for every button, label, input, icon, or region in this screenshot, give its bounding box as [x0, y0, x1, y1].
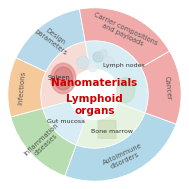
Text: Gut mucosa: Gut mucosa: [47, 119, 85, 124]
Ellipse shape: [51, 63, 76, 94]
Wedge shape: [79, 8, 170, 68]
FancyBboxPatch shape: [98, 120, 116, 138]
Wedge shape: [85, 41, 148, 113]
Circle shape: [78, 57, 88, 67]
Text: Cancer: Cancer: [163, 76, 172, 101]
Wedge shape: [141, 51, 181, 124]
Text: Bone marrow: Bone marrow: [91, 129, 133, 134]
Circle shape: [89, 64, 96, 71]
Circle shape: [104, 58, 113, 67]
Circle shape: [103, 57, 114, 68]
Ellipse shape: [54, 67, 73, 90]
Ellipse shape: [117, 77, 135, 103]
Text: Inflammation
diseases: Inflammation diseases: [23, 122, 65, 162]
Wedge shape: [8, 58, 46, 117]
Text: Spleen: Spleen: [47, 75, 70, 81]
Text: Carrier compositions
and payloads: Carrier compositions and payloads: [90, 11, 158, 52]
Text: Infections: Infections: [17, 71, 26, 105]
Wedge shape: [11, 108, 76, 176]
Text: Lymph nodes: Lymph nodes: [103, 63, 144, 68]
Circle shape: [93, 52, 103, 62]
Circle shape: [89, 64, 97, 72]
Text: Lymphoid
organs: Lymphoid organs: [66, 94, 123, 116]
Text: Autoimmune
disorders: Autoimmune disorders: [102, 142, 146, 172]
Wedge shape: [43, 101, 86, 145]
Wedge shape: [65, 113, 176, 181]
Circle shape: [70, 70, 119, 119]
Circle shape: [77, 57, 89, 68]
Circle shape: [94, 53, 102, 61]
Wedge shape: [41, 42, 90, 108]
Wedge shape: [16, 9, 85, 72]
Circle shape: [100, 50, 106, 57]
Text: Design
parameters: Design parameters: [33, 22, 72, 56]
Circle shape: [100, 50, 107, 57]
Text: Nanomaterials: Nanomaterials: [51, 78, 138, 88]
Wedge shape: [76, 103, 145, 148]
